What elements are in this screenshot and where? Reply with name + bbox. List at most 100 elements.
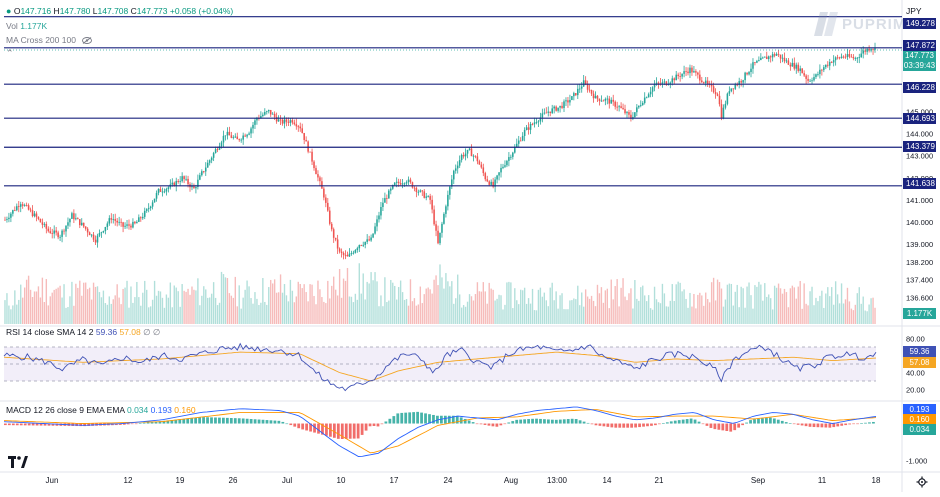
volume-bar <box>478 291 481 324</box>
volume-bar <box>616 279 618 324</box>
currency-label[interactable]: JPY <box>906 6 922 16</box>
level-tag-141638: 141.638 <box>903 178 936 189</box>
candle-body <box>256 118 258 121</box>
volume-bar <box>825 293 827 324</box>
candle-body <box>789 64 792 67</box>
volume-bar <box>226 278 229 324</box>
candle-body <box>573 93 575 97</box>
volume-bar <box>514 288 516 324</box>
volume-bar <box>242 297 244 324</box>
volume-bar <box>557 308 559 324</box>
candle-body <box>204 167 207 172</box>
volume-legend[interactable]: Vol 1.177K <box>6 21 47 31</box>
volume-bar <box>138 297 140 324</box>
macd-histogram-bar <box>590 423 594 425</box>
macd-histogram-bar <box>479 423 483 425</box>
collapse-chevron-icon[interactable]: ⌃ <box>6 48 14 58</box>
volume-bar <box>207 297 209 324</box>
candle-body <box>848 54 851 57</box>
volume-bar <box>18 299 20 324</box>
candle-body <box>262 114 264 117</box>
candle-body <box>319 177 321 182</box>
macd-histogram-bar <box>198 417 201 424</box>
volume-bar <box>567 309 569 324</box>
candle-body <box>517 140 520 144</box>
volume-bar <box>718 282 721 324</box>
macd-histogram-bar <box>749 420 752 424</box>
volume-bar <box>636 298 638 324</box>
candle-body <box>437 230 439 244</box>
candle-body <box>821 69 823 71</box>
candle-body <box>187 178 189 185</box>
volume-bar <box>612 299 614 324</box>
candle-body <box>110 218 113 220</box>
ma-cross-legend[interactable]: MA Cross 200 100 <box>6 35 93 45</box>
volume-bar <box>502 309 504 324</box>
volume-bar <box>220 271 223 324</box>
candle-body <box>693 71 695 73</box>
candle-body <box>248 133 250 135</box>
volume-bar <box>665 306 668 324</box>
macd-histogram-bar <box>650 423 653 426</box>
volume-bar <box>181 284 183 324</box>
volume-bar <box>118 297 120 324</box>
macd-legend[interactable]: MACD 12 26 close 9 EMA EMA 0.034 0.193 0… <box>6 405 196 415</box>
volume-bar <box>210 293 213 324</box>
candle-body <box>836 57 839 59</box>
macd-histogram-bar <box>420 412 423 424</box>
x-axis-tick: 13:00 <box>547 476 568 485</box>
volume-bar <box>746 286 748 324</box>
volume-bar <box>549 287 551 324</box>
candle-body <box>299 126 302 129</box>
volume-bar <box>8 305 10 324</box>
candle-body <box>94 239 97 243</box>
candle-body <box>208 160 211 163</box>
volume-bar <box>720 288 723 324</box>
volume-bar <box>201 295 203 324</box>
candle-body <box>683 71 685 74</box>
candle-body <box>594 95 597 99</box>
macd-histogram-bar <box>214 417 217 424</box>
candle-body <box>230 135 233 138</box>
candle-body <box>813 77 815 81</box>
candle-body <box>96 235 99 243</box>
settings-gear-icon[interactable] <box>916 476 928 488</box>
candle-body <box>224 135 227 137</box>
macd-histogram-bar <box>677 420 681 424</box>
macd-histogram-bar <box>562 419 566 424</box>
candle-body <box>834 57 837 61</box>
candle-body <box>838 57 841 59</box>
candle-body <box>254 120 256 125</box>
x-axis-tick: Jun <box>46 476 59 485</box>
volume-bar <box>218 302 221 324</box>
tradingview-logo-icon[interactable] <box>8 456 28 468</box>
macd-histogram-bar <box>578 420 582 424</box>
candle-body <box>216 149 219 151</box>
macd-histogram-bar <box>772 418 776 424</box>
close-value: 147.773 <box>136 6 168 16</box>
volume-bar <box>86 289 89 324</box>
macd-histogram-bar <box>336 423 340 439</box>
volume-bar <box>374 272 376 324</box>
candle-body <box>523 129 526 136</box>
candle-body <box>145 209 148 211</box>
candle-body <box>344 254 347 256</box>
volume-bar <box>297 281 299 324</box>
macd-histogram-bar <box>768 417 772 424</box>
candle-body <box>423 191 426 198</box>
volume-bar <box>600 287 603 324</box>
rsi-legend[interactable]: RSI 14 close SMA 14 2 59.36 57.08 ∅ ∅ <box>6 327 160 338</box>
volume-bar <box>453 303 455 324</box>
volume-bar <box>699 292 701 324</box>
macd-histogram-bar <box>475 423 479 425</box>
macd-histogram-bar <box>364 423 368 431</box>
hidden-eye-icon[interactable] <box>82 37 93 45</box>
volume-bar <box>376 281 378 324</box>
candle-body <box>588 89 591 91</box>
volume-bar <box>494 300 496 324</box>
macd-histogram-bar <box>840 423 844 426</box>
macd-histogram-bar <box>265 420 269 424</box>
volume-bar <box>803 283 805 324</box>
